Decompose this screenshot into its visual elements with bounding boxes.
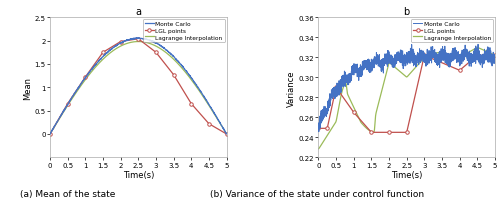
Title: a: a: [136, 7, 141, 17]
LGL points: [316, 127, 322, 130]
Monte Carlo: [134, 37, 140, 40]
Lagrange Interpolation: [492, 55, 498, 57]
Monte Carlo: [125, 40, 131, 42]
Monte Carlo: [47, 133, 53, 135]
LGL points: [386, 132, 392, 134]
Monte Carlo: [65, 103, 71, 106]
LGL points: [136, 38, 141, 41]
Monte Carlo: [188, 77, 194, 80]
LGL points: [404, 132, 409, 134]
Monte Carlo: [185, 73, 191, 75]
X-axis label: Time(s): Time(s): [122, 170, 154, 179]
Monte Carlo: [224, 133, 230, 135]
Lagrange Interpolation: [47, 133, 53, 136]
Line: Lagrange Interpolation: Lagrange Interpolation: [50, 42, 226, 134]
Line: LGL points: LGL points: [316, 54, 496, 134]
Monte Carlo: [488, 57, 494, 59]
Lagrange Interpolation: [391, 66, 397, 68]
Lagrange Interpolation: [185, 75, 191, 77]
Lagrange Interpolation: [125, 43, 131, 45]
LGL points: [206, 123, 212, 125]
Lagrange Interpolation: [316, 148, 322, 150]
LGL points: [82, 76, 88, 79]
LGL points: [492, 55, 498, 57]
Lagrange Interpolation: [488, 53, 494, 56]
Monte Carlo: [475, 44, 481, 46]
Lagrange Interpolation: [168, 57, 174, 59]
Monte Carlo: [118, 42, 124, 45]
Monte Carlo: [168, 54, 174, 56]
LGL points: [422, 55, 428, 57]
Lagrange Interpolation: [336, 107, 342, 110]
Monte Carlo: [492, 57, 498, 59]
Title: b: b: [404, 7, 410, 17]
LGL points: [224, 133, 230, 136]
X-axis label: Time(s): Time(s): [391, 170, 422, 179]
Text: (a) Mean of the state: (a) Mean of the state: [20, 189, 115, 198]
Line: Monte Carlo: Monte Carlo: [318, 45, 495, 132]
LGL points: [118, 41, 124, 44]
Lagrange Interpolation: [135, 41, 141, 44]
Line: LGL points: LGL points: [48, 38, 228, 136]
Monte Carlo: [316, 131, 322, 133]
Line: Lagrange Interpolation: Lagrange Interpolation: [318, 48, 495, 149]
Lagrange Interpolation: [474, 47, 480, 49]
Monte Carlo: [470, 54, 476, 57]
Legend: Monte Carlo, LGL points, Lagrange Interpolation: Monte Carlo, LGL points, Lagrange Interp…: [411, 20, 493, 43]
Text: (b) Variance of the state under control function: (b) Variance of the state under control …: [210, 189, 424, 198]
Lagrange Interpolation: [383, 73, 389, 76]
Monte Carlo: [383, 58, 389, 61]
Lagrange Interpolation: [188, 79, 194, 81]
LGL points: [100, 52, 106, 54]
Lagrange Interpolation: [346, 97, 352, 99]
Line: Monte Carlo: Monte Carlo: [50, 39, 226, 134]
Lagrange Interpolation: [118, 45, 124, 48]
Monte Carlo: [346, 73, 352, 76]
LGL points: [324, 127, 330, 130]
LGL points: [456, 70, 462, 72]
LGL points: [188, 103, 194, 105]
LGL points: [474, 55, 480, 57]
Monte Carlo: [336, 91, 342, 93]
LGL points: [64, 103, 70, 105]
Legend: Monte Carlo, LGL points, Lagrange Interpolation: Monte Carlo, LGL points, Lagrange Interp…: [142, 20, 225, 43]
Monte Carlo: [316, 122, 322, 125]
Lagrange Interpolation: [470, 49, 476, 52]
Monte Carlo: [391, 58, 397, 60]
Y-axis label: Mean: Mean: [23, 76, 32, 99]
LGL points: [350, 112, 356, 114]
LGL points: [333, 87, 339, 89]
LGL points: [368, 132, 374, 134]
Y-axis label: Variance: Variance: [286, 70, 296, 106]
Lagrange Interpolation: [65, 104, 71, 106]
Lagrange Interpolation: [224, 133, 230, 136]
LGL points: [47, 133, 53, 136]
LGL points: [170, 74, 176, 77]
LGL points: [153, 52, 159, 54]
